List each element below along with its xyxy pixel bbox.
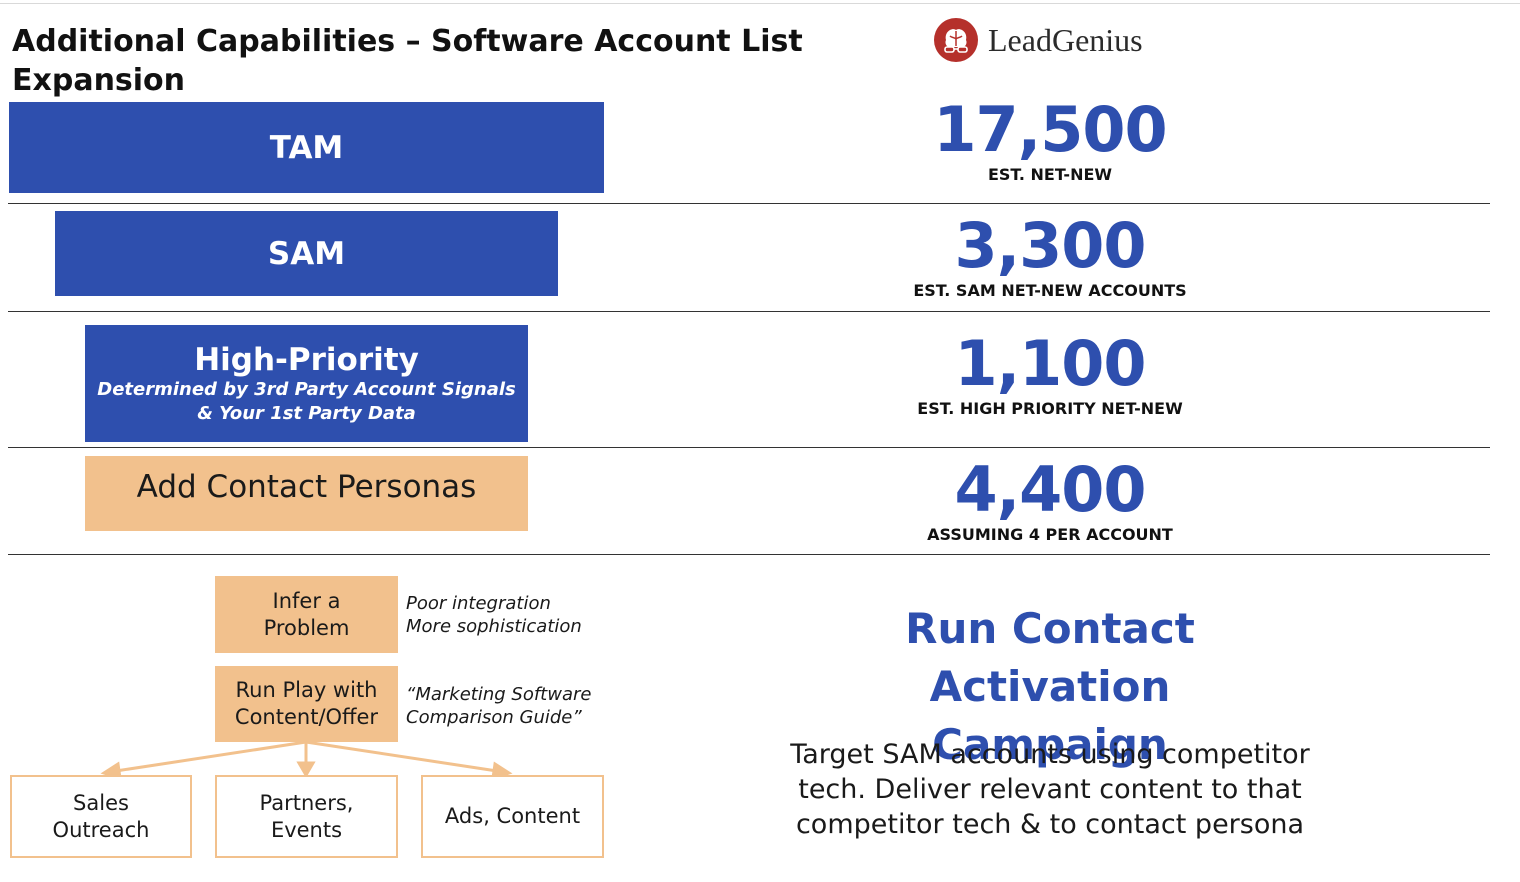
high-priority-value: 1,100 [954,327,1146,400]
channel-label: Ads, Content [444,804,581,828]
top-divider [0,3,1520,4]
brand-name: LeadGenius [988,21,1143,58]
infer-problem-note: Poor integration More sophistication [406,592,582,638]
high-priority-caption: EST. HIGH PRIORITY NET-NEW [917,399,1183,418]
personas-caption: ASSUMING 4 PER ACCOUNT [927,525,1173,544]
high-priority-metric: 1,100 EST. HIGH PRIORITY NET-NEW [880,329,1220,419]
note-line: More sophistication [406,616,582,637]
channel-label: Sales Outreach [52,790,150,842]
contact-personas-bar: Add Contact Personas [85,456,528,531]
personas-value: 4,400 [954,453,1146,526]
channel-sales-outreach: Sales Outreach [10,775,192,858]
brain-icon [934,18,978,62]
tam-value: 17,500 [933,93,1167,166]
sam-metric: 3,300 EST. SAM NET-NEW ACCOUNTS [880,211,1220,301]
divider [8,554,1490,555]
high-priority-bar: High-Priority Determined by 3rd Party Ac… [85,325,528,442]
channel-partners-events: Partners, Events [215,775,398,858]
divider [8,203,1490,204]
tam-metric: 17,500 EST. NET-NEW [880,95,1220,185]
brand-logo: LeadGenius [934,18,1143,62]
note-line: Comparison Guide” [406,707,582,728]
note-line: “Marketing Software [406,684,592,705]
high-priority-label: High-Priority [194,341,419,378]
sam-label: SAM [267,235,346,272]
contact-personas-label: Add Contact Personas [136,468,477,505]
tam-label: TAM [269,129,344,166]
note-line: Poor integration [406,593,551,614]
arrow-line [115,740,307,773]
infer-problem-label: Infer a Problem [263,588,350,640]
sam-bar: SAM [55,211,558,296]
channel-label: Partners, Events [259,790,354,842]
run-play-note: “Marketing Software Comparison Guide” [406,683,591,729]
channel-ads-content: Ads, Content [421,775,604,858]
arrow-head [296,761,316,778]
tam-caption: EST. NET-NEW [987,165,1113,184]
arrow-line [305,740,498,773]
sam-caption: EST. SAM NET-NEW ACCOUNTS [913,281,1187,300]
tam-bar: TAM [9,102,604,193]
divider [8,447,1490,448]
infer-problem-box: Infer a Problem [215,576,398,653]
campaign-title: Run Contact Activation Campaign [905,604,1195,769]
run-play-label: Run Play with Content/Offer [234,678,379,729]
divider [8,311,1490,312]
campaign-description: Target SAM accounts using competitor tec… [790,739,1310,840]
personas-metric: 4,400 ASSUMING 4 PER ACCOUNT [880,455,1220,545]
high-priority-description: Determined by 3rd Party Account Signals … [97,378,516,424]
run-play-box: Run Play with Content/Offer [215,666,398,742]
sam-value: 3,300 [954,209,1146,282]
page-title: Additional Capabilities – Software Accou… [12,24,803,98]
